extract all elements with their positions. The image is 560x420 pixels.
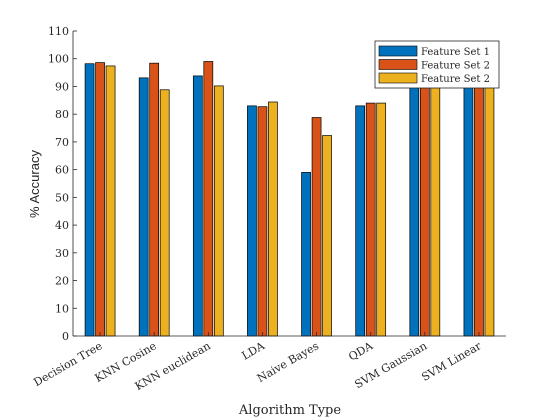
bar-3-knn-cosine [159, 89, 170, 337]
bar-3-knn-euclidean [213, 85, 224, 337]
bar-3-lda [268, 101, 278, 337]
legend-swatch [378, 59, 418, 70]
legend-swatch [378, 45, 418, 57]
legend-label: Feature Set 2 [421, 74, 490, 85]
x-tick-label: QDA [346, 339, 376, 364]
y-tick-label: 110 [48, 25, 69, 38]
bar-1-naive-bayes [301, 172, 311, 337]
bar-1-svm-gaussian [409, 66, 420, 337]
bar-1-lda [247, 105, 257, 337]
bar-3-qda [376, 102, 387, 337]
bar-3-decision-tree [105, 65, 116, 337]
y-tick-label: 100 [48, 53, 69, 66]
y-tick-label: 50 [55, 191, 69, 204]
axes-group [72, 31, 506, 337]
bar-2-qda [365, 102, 376, 337]
bar-2-knn-euclidean [203, 61, 214, 337]
y-tick-label: 80 [55, 108, 69, 121]
bar-1-qda [355, 105, 366, 337]
y-tick-label: 10 [55, 302, 69, 315]
y-tick-label: 60 [55, 164, 69, 177]
x-tick-label: LDA [240, 339, 268, 363]
bar-3-naive-bayes [322, 135, 332, 337]
bar-3-svm-gaussian [430, 69, 441, 337]
x-tick-label: Decision Tree [31, 339, 104, 389]
bars-group [84, 61, 495, 337]
x-tick-label: Naive Bayes [255, 339, 322, 385]
bar-2-knn-cosine [149, 62, 160, 337]
bar-1-svm-linear [463, 66, 474, 337]
x-axis-title: Algorithm Type [238, 403, 341, 418]
y-tick-label: 0 [62, 330, 69, 343]
bar-1-decision-tree [84, 63, 95, 337]
y-tick-label: 30 [55, 247, 69, 260]
bar-2-svm-linear [474, 63, 484, 337]
x-tick-label: SVM Linear [419, 339, 484, 384]
bar-2-lda [257, 106, 268, 337]
legend-label: Feature Set 2 [421, 61, 490, 72]
legend: Feature Set 1 Feature Set 2 Feature Set 2 [374, 40, 500, 89]
legend-swatch [378, 72, 418, 84]
bar-2-svm-gaussian [419, 63, 430, 337]
y-tick-label: 40 [55, 219, 69, 232]
bar-2-naive-bayes [311, 117, 322, 337]
bar-2-decision-tree [95, 62, 105, 337]
bar-1-knn-cosine [138, 77, 149, 337]
bar-3-svm-linear [484, 69, 495, 337]
legend-label: Feature Set 1 [421, 47, 490, 58]
bar-1-knn-euclidean [192, 75, 203, 337]
y-axis-title: % Accuracy [27, 150, 42, 218]
y-tick-label: 70 [55, 136, 69, 149]
y-tick-label: 90 [55, 80, 69, 93]
y-tick-label: 20 [55, 275, 69, 288]
